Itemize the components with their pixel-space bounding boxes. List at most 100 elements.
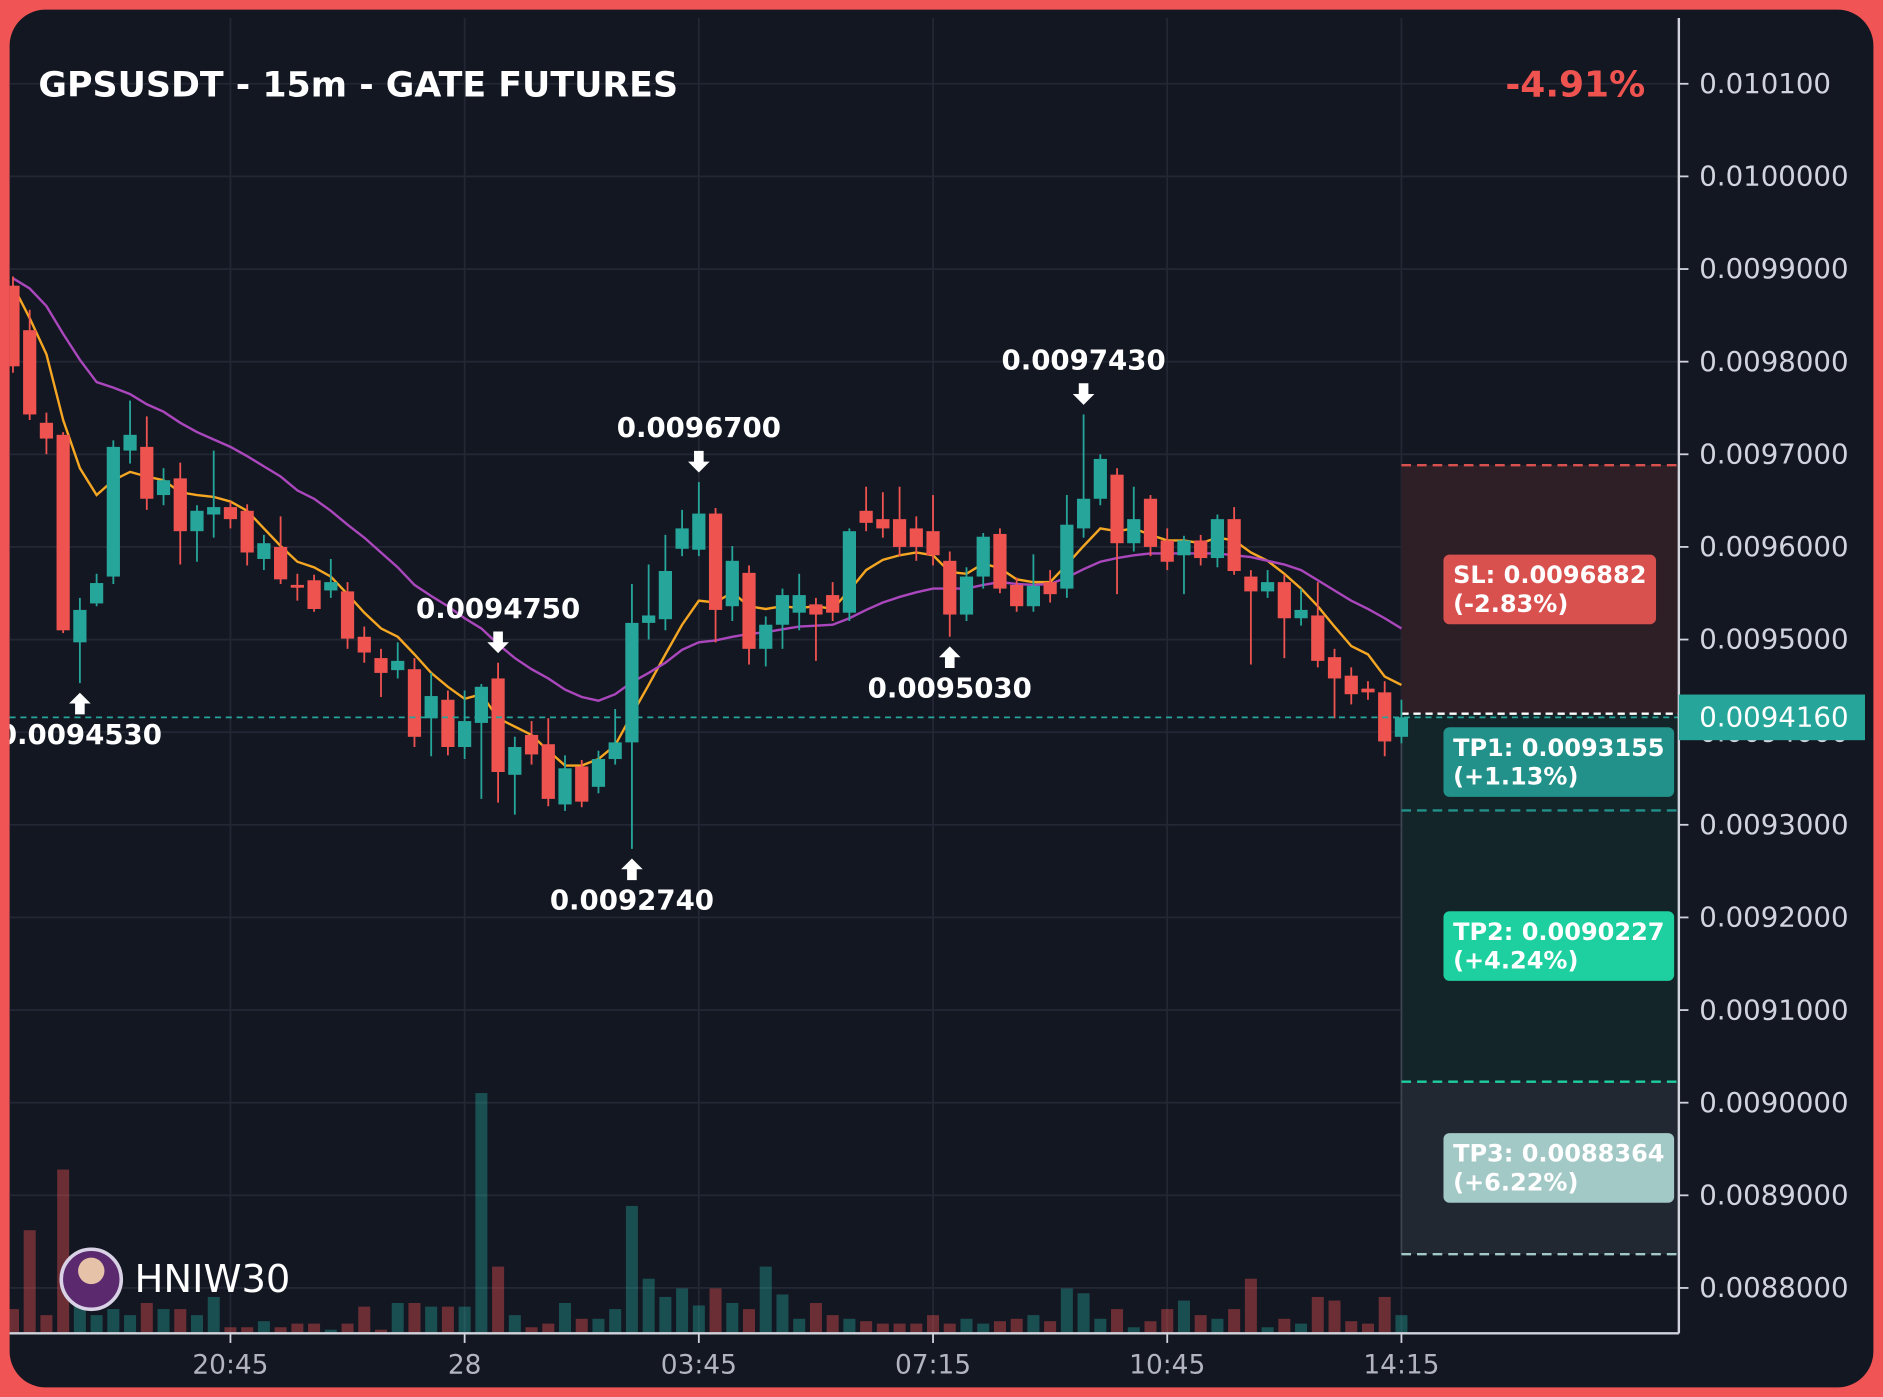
candle-body bbox=[407, 669, 422, 737]
candle-body bbox=[23, 330, 37, 415]
candle-body bbox=[1060, 524, 1074, 589]
x-tick-label: 28 bbox=[448, 1349, 482, 1380]
volume-bar bbox=[458, 1306, 471, 1334]
candle-body bbox=[642, 615, 656, 623]
volume-bar bbox=[960, 1318, 973, 1334]
volume-bar bbox=[809, 1303, 822, 1334]
volume-bar bbox=[508, 1315, 521, 1334]
volume-bar bbox=[625, 1205, 638, 1334]
volume-bar bbox=[910, 1323, 923, 1334]
y-tick-label: 0.0096000 bbox=[1699, 530, 1848, 563]
volume-bar bbox=[90, 1315, 103, 1334]
candle-body bbox=[625, 622, 639, 743]
candle-body bbox=[1394, 717, 1409, 737]
volume-bar bbox=[1094, 1318, 1107, 1334]
volume-bar bbox=[977, 1323, 990, 1334]
x-tick-label: 07:15 bbox=[895, 1349, 971, 1380]
volume-bar bbox=[324, 1329, 337, 1334]
candle-body bbox=[608, 742, 622, 760]
candle-body bbox=[307, 580, 321, 609]
volume-bar bbox=[793, 1318, 806, 1334]
extremum-label: 0.0092740 bbox=[550, 884, 714, 917]
volume-bar bbox=[1027, 1315, 1040, 1334]
y-tick-label: 0.0099000 bbox=[1699, 252, 1848, 285]
level-label: SL: 0.0096882 bbox=[1453, 561, 1646, 589]
volume-bar bbox=[860, 1321, 873, 1334]
x-tick-label: 03:45 bbox=[661, 1349, 737, 1380]
level-change: (+4.24%) bbox=[1453, 947, 1578, 975]
x-tick-label: 14:15 bbox=[1363, 1349, 1439, 1380]
candle-body bbox=[441, 699, 455, 748]
volume-bar bbox=[1244, 1278, 1257, 1334]
candle-body bbox=[374, 658, 388, 673]
candle-body bbox=[943, 560, 957, 615]
volume-bar bbox=[1044, 1321, 1057, 1334]
candle-body bbox=[725, 560, 739, 607]
candle-body bbox=[90, 583, 104, 604]
candle-body bbox=[1311, 615, 1325, 661]
volume-bar bbox=[1328, 1300, 1341, 1334]
candle-body bbox=[909, 528, 923, 547]
candle-body bbox=[1076, 498, 1091, 529]
volume-bar bbox=[475, 1093, 488, 1334]
last-price-label: 0.0094160 bbox=[1699, 701, 1848, 734]
candle-body bbox=[1110, 474, 1124, 544]
volume-bar bbox=[1060, 1288, 1073, 1334]
level-label: TP2: 0.0090227 bbox=[1453, 918, 1664, 946]
candle-body bbox=[1026, 585, 1041, 607]
candle-body bbox=[123, 434, 137, 451]
volume-bar bbox=[659, 1296, 672, 1334]
extremum-label: 0.0097430 bbox=[1002, 344, 1166, 377]
candle-body bbox=[692, 513, 706, 550]
volume-bar bbox=[341, 1323, 354, 1334]
volume-bar bbox=[190, 1315, 203, 1334]
candle-body bbox=[876, 519, 890, 529]
y-tick-label: 0.0095000 bbox=[1699, 623, 1848, 656]
volume-bar bbox=[1127, 1327, 1140, 1334]
candle-body bbox=[1327, 657, 1342, 679]
level-change: (-2.83%) bbox=[1453, 590, 1568, 618]
candle-body bbox=[39, 422, 54, 439]
candle-body bbox=[675, 528, 689, 549]
volume-bar bbox=[1295, 1323, 1308, 1334]
candle-body bbox=[1227, 519, 1241, 572]
volume-bar bbox=[425, 1306, 438, 1334]
y-tick-label: 0.0093000 bbox=[1699, 808, 1848, 841]
candle-body bbox=[759, 624, 773, 649]
level-label: TP3: 0.0088364 bbox=[1453, 1140, 1664, 1168]
candle-body bbox=[742, 572, 756, 649]
volume-bar bbox=[9, 1309, 19, 1334]
volume-bar bbox=[692, 1305, 705, 1334]
candle-body bbox=[73, 609, 87, 643]
volume-bar bbox=[1111, 1309, 1124, 1334]
candle-body bbox=[826, 595, 840, 613]
candle-body bbox=[424, 696, 438, 719]
volume-bar bbox=[1077, 1293, 1090, 1334]
candle-body bbox=[1361, 688, 1375, 693]
volume-bar bbox=[441, 1306, 454, 1334]
volume-bar bbox=[107, 1309, 120, 1334]
volume-bar bbox=[893, 1323, 906, 1334]
volume-bar bbox=[391, 1303, 404, 1334]
volume-bar bbox=[542, 1323, 555, 1334]
candle-body bbox=[340, 591, 355, 639]
volume-bar bbox=[291, 1323, 304, 1334]
y-tick-label: 0.010100 bbox=[1699, 67, 1831, 100]
volume-bar bbox=[1378, 1296, 1391, 1334]
volume-bar bbox=[274, 1327, 287, 1334]
y-tick-label: 0.0091000 bbox=[1699, 993, 1848, 1026]
volume-bar bbox=[374, 1329, 387, 1334]
arrow-up bbox=[938, 646, 961, 669]
extremum-label: 0.0096700 bbox=[617, 411, 781, 444]
y-tick-label: 0.0100000 bbox=[1699, 160, 1848, 193]
candle-body bbox=[859, 510, 873, 523]
volume-bar bbox=[575, 1318, 588, 1334]
volume-bar bbox=[609, 1309, 622, 1334]
volume-bar bbox=[157, 1309, 170, 1334]
volume-bar bbox=[1311, 1296, 1324, 1334]
level-box bbox=[1443, 1133, 1675, 1203]
candle-body bbox=[173, 478, 187, 532]
volume-bar bbox=[826, 1315, 839, 1334]
volume-bar bbox=[1395, 1315, 1408, 1334]
